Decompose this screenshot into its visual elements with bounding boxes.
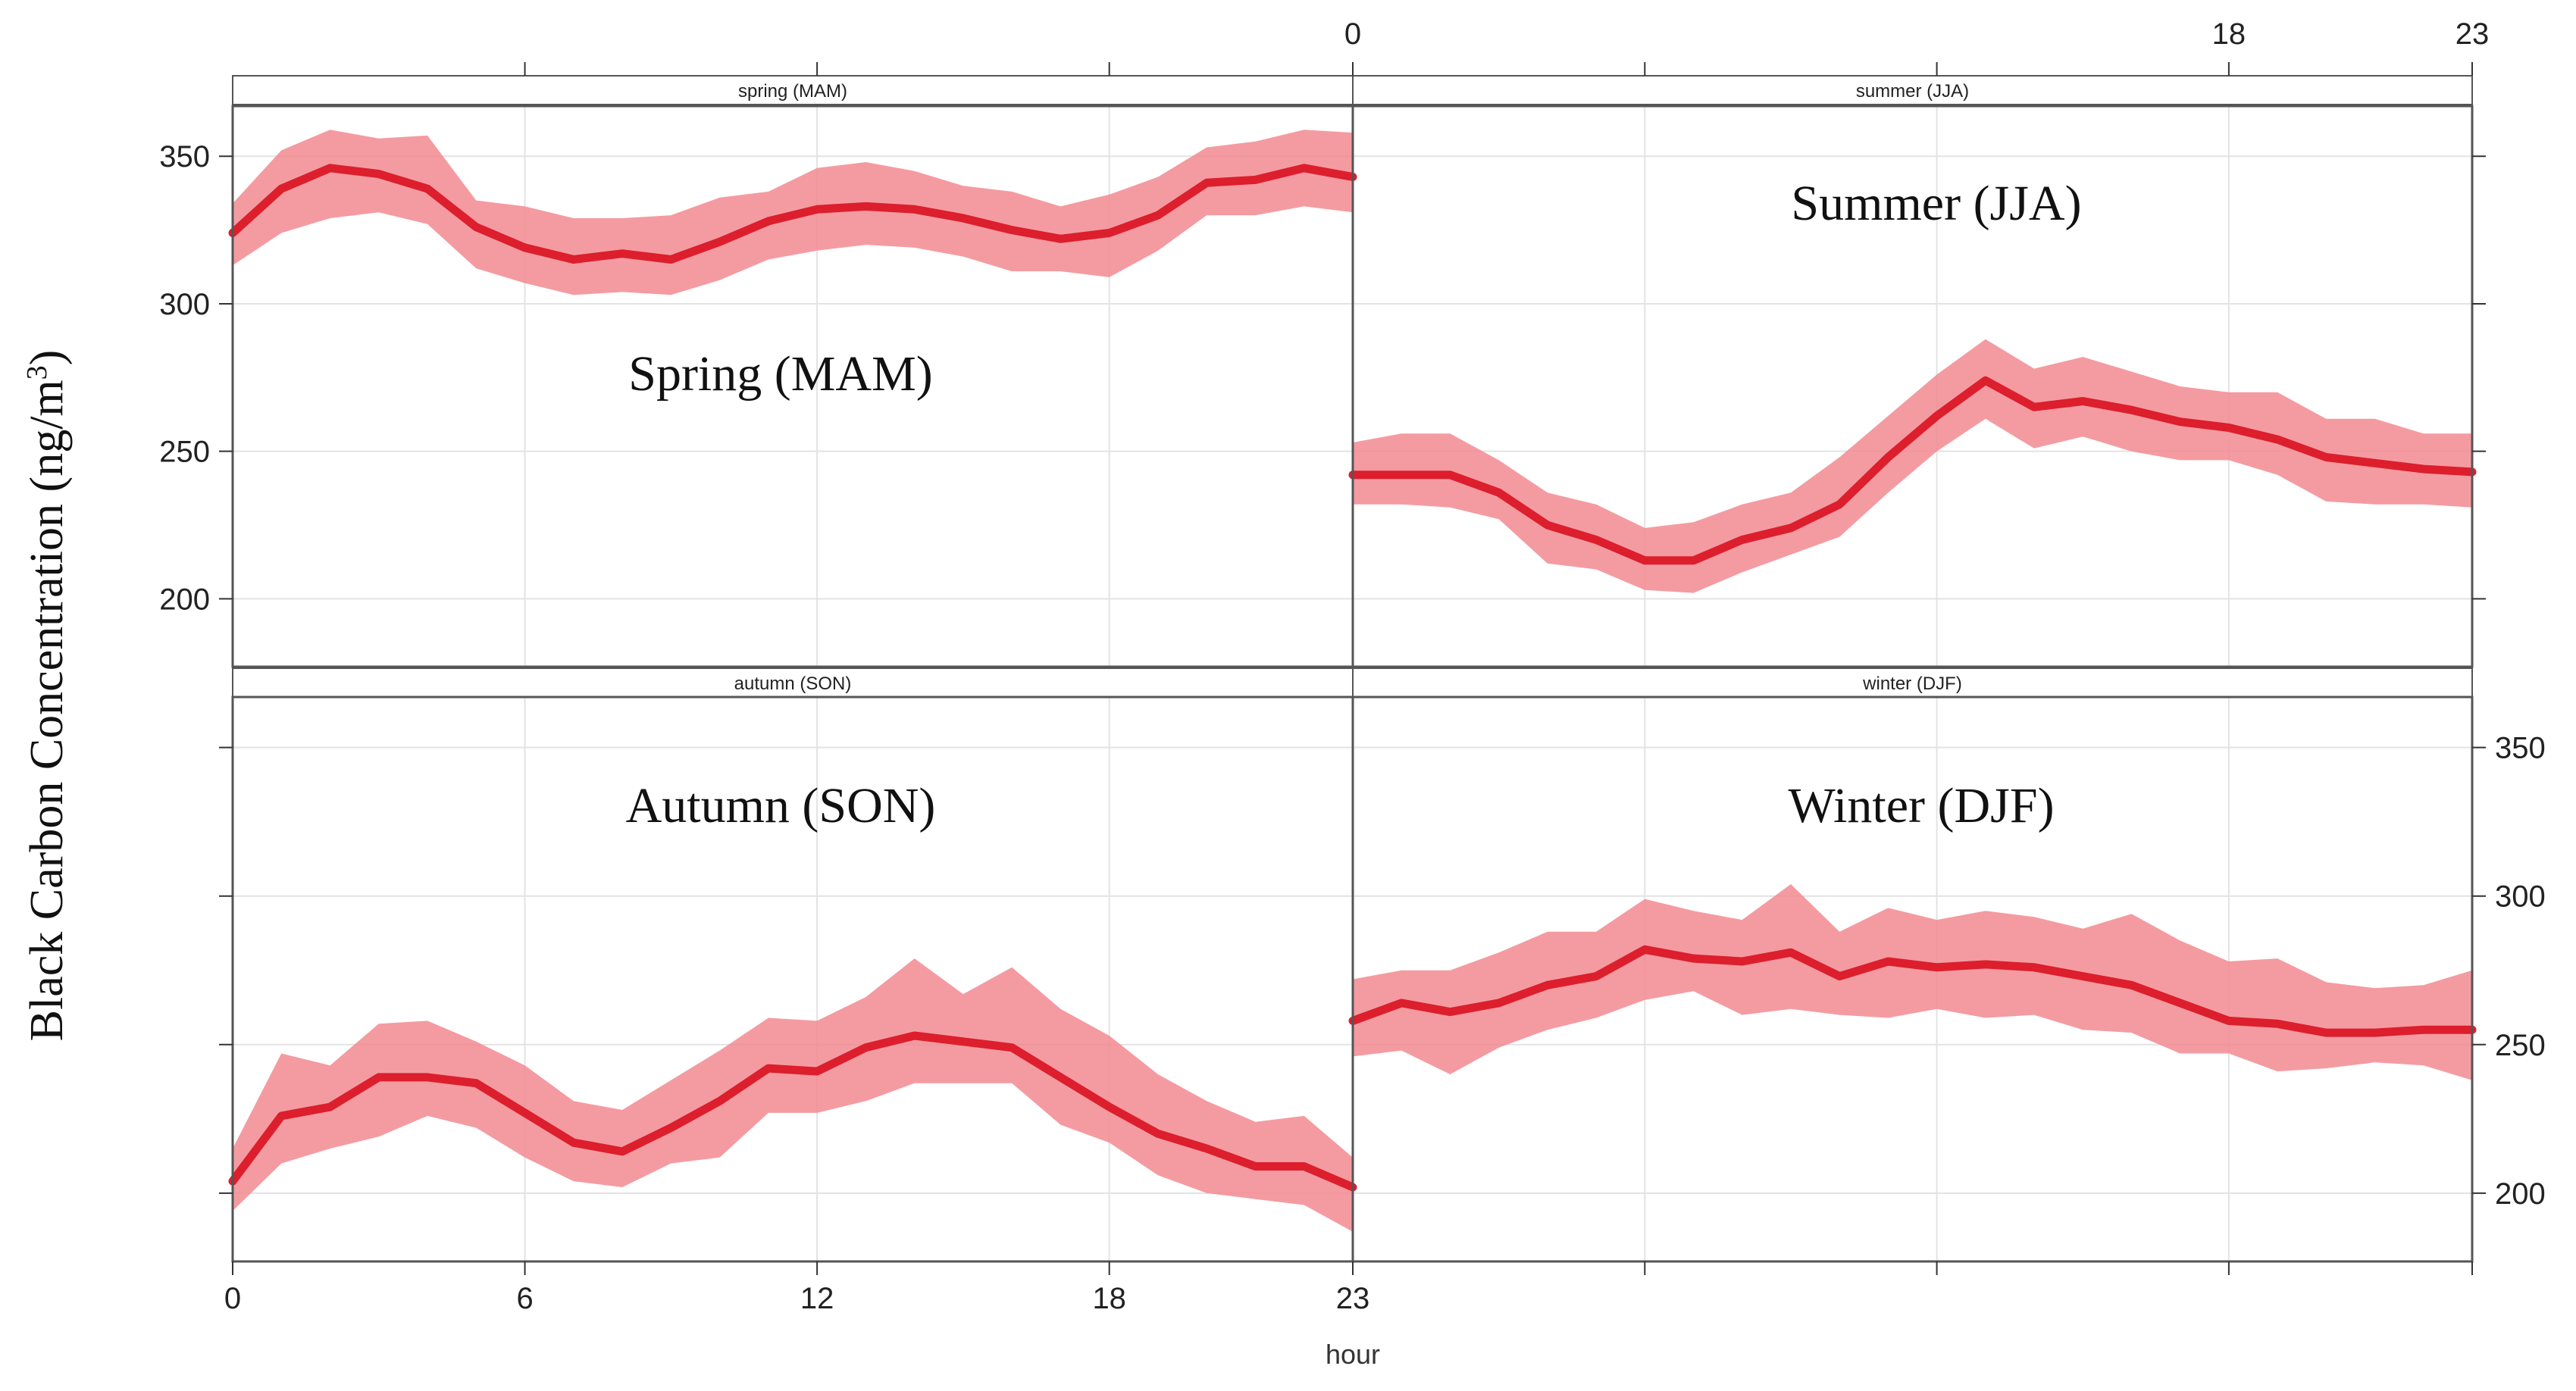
strip-winter	[1352, 667, 2473, 698]
y-tick-label-right: 300	[2495, 880, 2546, 914]
x-tick-label-top: 18	[2212, 17, 2246, 51]
strip-autumn	[232, 667, 1354, 698]
panels: Spring (MAM) Summer (JJA) Autumn (SON) Wint…	[228, 130, 2477, 1232]
mean-line-winter	[1348, 945, 2477, 1037]
x-tick-label-bottom: 12	[800, 1282, 834, 1315]
mean-line-summer	[1348, 376, 2477, 565]
x-tick-label-bottom: 0	[224, 1282, 241, 1315]
panel-frame-summer	[1351, 105, 2474, 668]
confidence-band-winter	[1353, 884, 2472, 1080]
mean-line-spring	[228, 164, 1357, 264]
x-tick-label-bottom: 18	[1092, 1282, 1126, 1315]
panel-spring: Spring (MAM)	[228, 130, 1357, 402]
confidence-band-summer	[1353, 339, 2472, 593]
strip-summer	[1352, 75, 2473, 105]
y-tick-label-left: 200	[159, 583, 210, 616]
strip-label-autumn: autumn (SON)	[734, 674, 852, 694]
strip-spring	[232, 75, 1354, 105]
y-tick-label-left: 250	[159, 436, 210, 469]
y-tick-label-left: 350	[159, 140, 210, 173]
strip-label-spring: spring (MAM)	[738, 81, 847, 102]
y-tick-label-right: 200	[2495, 1177, 2546, 1211]
strip-label-summer: summer (JJA)	[1856, 81, 1969, 102]
panel-autumn: Autumn (SON)	[228, 778, 1357, 1232]
panel-label-winter: Winter (DJF)	[1788, 778, 2054, 833]
axes: 200 200 250 250 300 300 350 350 0 6 12 18 23 0 18 23	[159, 17, 2546, 1315]
mean-line-autumn	[228, 1031, 1357, 1192]
x-axis-label: hour	[1326, 1339, 1380, 1370]
panel-label-spring: Spring (MAM)	[628, 346, 933, 402]
panel-winter: Winter (DJF)	[1348, 778, 2477, 1080]
y-tick-label-left: 300	[159, 288, 210, 321]
x-tick-label-bottom: 6	[516, 1282, 533, 1315]
panel-label-autumn: Autumn (SON)	[626, 778, 936, 833]
panel-label-summer: Summer (JJA)	[1791, 176, 2081, 231]
x-tick-label-top: 0	[1344, 17, 1361, 51]
panel-frames: spring (MAM) summer (JJA) autumn (SON) wint…	[231, 75, 2474, 1263]
y-tick-label-right: 350	[2495, 732, 2546, 765]
panel-frame-winter	[1351, 696, 2474, 1263]
y-axis-label: Black Carbon Concentration (ng/m3)	[21, 350, 73, 1042]
panel-summer: Summer (JJA)	[1348, 176, 2477, 593]
strip-label-winter: winter (DJF)	[1862, 674, 1962, 694]
x-tick-label-bottom: 23	[1336, 1282, 1370, 1315]
x-tick-label-top: 23	[2455, 17, 2490, 51]
y-tick-label-right: 250	[2495, 1029, 2546, 1062]
confidence-band-autumn	[233, 958, 1353, 1232]
